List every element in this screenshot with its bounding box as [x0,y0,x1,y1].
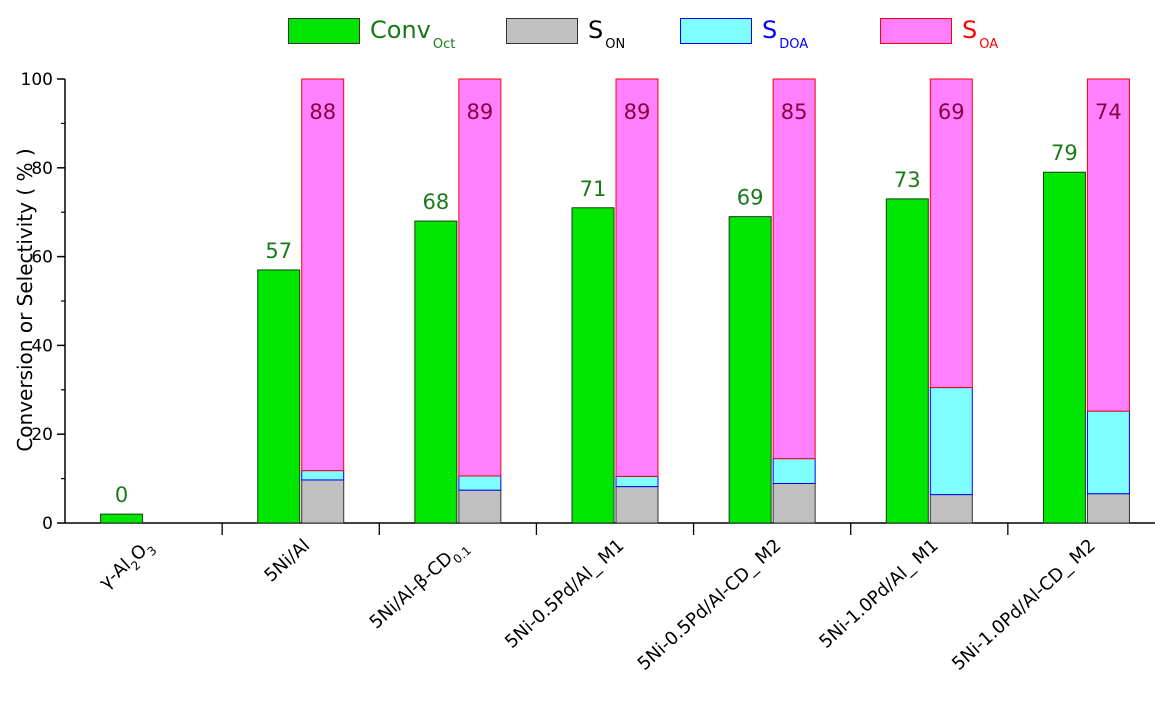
bar-son-1 [301,479,345,524]
bar-soa-2 [458,78,502,477]
bar-conv-3 [571,207,615,524]
y-axis-label: Conversion or Selectivity ( % ) [13,148,37,451]
x-tick-label-5: 5Ni-1.0Pd/Al_ M1 [815,535,942,653]
legend-label-conv: ConvOct [370,16,456,52]
data-label-conv-2: 68 [422,190,449,214]
y-tick-label-0: 0 [42,514,53,534]
x-tick-label-main: 5Ni/Al [260,535,314,586]
x-tick-label-main: 5Ni/Al-β-CD [366,548,457,633]
bar-sdoa-1 [301,470,345,481]
x-tick-label-3: 5Ni-0.5Pd/Al_ M1 [501,535,628,653]
bar-son-3 [615,486,659,524]
bar-son-5 [929,494,973,524]
bar-conv-0 [100,513,144,524]
bar-soa-6 [1086,78,1130,412]
x-tick-label-main: 5Ni-0.5Pd/Al-CD_ M2 [634,535,786,675]
bar-sdoa-4 [772,458,816,484]
bar-son-6 [1086,493,1130,524]
bar-soa-5 [929,78,973,389]
y-tick-label-20: 20 [31,425,53,445]
data-label-soa-2: 89 [466,100,493,124]
data-label-conv-4: 69 [737,186,764,210]
data-label-soa-4: 85 [781,100,808,124]
plot-area: 0 20 40 60 80 100 0 γ-Al2O3 57 88 5Ni/Al 68 89 5Ni/Al… [21,70,1155,675]
y-tick-label-60: 60 [31,248,53,268]
legend-label-son: SON [588,16,626,52]
x-tick-label-main: 5Ni-1.0Pd/Al-CD_ M2 [948,535,1100,675]
data-label-conv-5: 73 [894,168,921,192]
x-tick-label-6: 5Ni-1.0Pd/Al-CD_ M2 [948,535,1100,675]
data-label-conv-6: 79 [1051,141,1078,165]
bar-son-2 [458,489,502,524]
x-tick-label-main: 5Ni-0.5Pd/Al_ M1 [501,535,628,653]
legend-swatch-sdoa [680,18,752,44]
x-tick-label-1: 5Ni/Al [260,535,314,586]
bar-conv-2 [414,220,458,524]
x-tick-label-0: γ-Al2O3 [95,535,159,596]
bar-soa-4 [772,78,816,460]
bar-soa-3 [615,78,659,477]
legend-swatch-soa [880,18,952,44]
legend-swatch-son [506,18,578,44]
data-label-soa-5: 69 [938,100,965,124]
legend-swatch-conv [288,18,360,44]
bar-conv-5 [885,198,929,524]
x-tick-label-2: 5Ni/Al-β-CD0.1 [366,535,474,636]
y-tick-label-80: 80 [31,159,53,179]
bar-sdoa-5 [929,387,973,496]
data-label-soa-3: 89 [624,100,651,124]
chart-legend: ConvOct SON SDOA SOA [0,14,1155,64]
x-tick-label-main: 5Ni-1.0Pd/Al_ M1 [815,535,942,653]
data-label-soa-1: 88 [309,100,336,124]
y-tick-label-40: 40 [31,336,53,356]
bar-conv-1 [257,269,301,524]
legend-label-sdoa: SDOA [762,16,809,52]
y-tick-label-100: 100 [21,70,53,90]
x-tick-label-4: 5Ni-0.5Pd/Al-CD_ M2 [634,535,786,675]
data-label-conv-3: 71 [580,177,607,201]
data-label-soa-6: 74 [1095,100,1122,124]
bar-son-4 [772,482,816,524]
bar-sdoa-3 [615,475,659,488]
bar-conv-4 [728,216,772,524]
x-tick-label-main: γ-Al [95,555,135,594]
legend-label-soa: SOA [962,16,999,52]
bar-conv-6 [1042,171,1086,524]
data-label-conv-0: 0 [115,483,128,507]
bar-sdoa-6 [1086,410,1130,495]
bar-soa-1 [301,78,345,472]
data-label-conv-1: 57 [265,239,292,263]
bar-sdoa-2 [458,475,502,491]
